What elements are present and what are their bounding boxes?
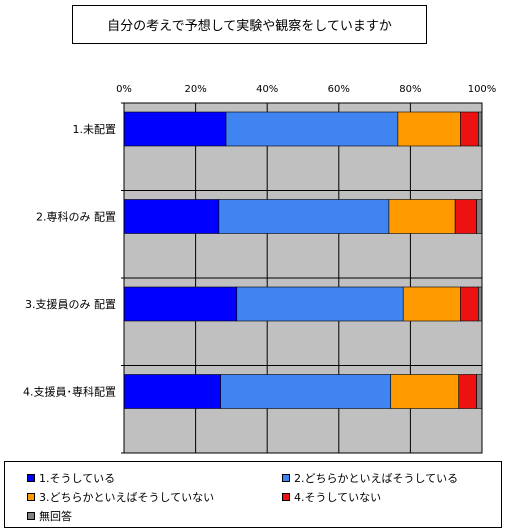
category-label: 4.支援員･専科配置: [23, 385, 116, 399]
bar-segment: [123, 286, 238, 322]
x-tick-label: 20%: [184, 84, 206, 95]
bar-segment: [476, 199, 483, 234]
bar-segment: [220, 374, 392, 409]
chart-legend: 1.そうしている 2.どちらかといえばそうしている 3.どちらかといえばそうしていな…: [4, 461, 502, 528]
category-label: 1.未配置: [73, 123, 117, 136]
bar-segment: [390, 374, 460, 409]
bar-segment: [388, 199, 456, 234]
legend-item: 3.どちらかといえばそうしていない: [27, 489, 214, 505]
legend-label: 無回答: [39, 510, 72, 523]
x-tick-label: 100%: [468, 84, 497, 95]
legend-label: 4.そうしていない: [294, 491, 382, 504]
legend-label: 1.そうしている: [39, 472, 116, 485]
legend-item: 2.どちらかといえばそうしている: [282, 470, 458, 486]
x-tick-label: 0%: [116, 84, 132, 95]
bar-segment: [402, 286, 461, 322]
bar-segment: [478, 286, 483, 322]
legend-swatch: [282, 474, 290, 482]
x-tick-label: 60%: [328, 84, 350, 95]
bar-segment: [123, 111, 227, 147]
bar-segment: [460, 286, 479, 322]
legend-swatch: [27, 474, 35, 482]
category-label: 2.専科のみ 配置: [36, 210, 116, 224]
legend-item: 無回答: [27, 508, 72, 524]
bar-segment: [236, 286, 404, 322]
x-tick-label: 80%: [399, 84, 421, 95]
legend-label: 2.どちらかといえばそうしている: [294, 472, 459, 485]
bar-segment: [458, 374, 477, 409]
bar-segment: [460, 111, 479, 147]
bar-segment: [225, 111, 399, 147]
bar-segment: [123, 374, 221, 409]
bar-segment: [218, 199, 390, 234]
bar-segment: [123, 199, 220, 234]
legend-swatch: [282, 493, 290, 501]
legend-label: 3.どちらかといえばそうしていない: [39, 491, 215, 504]
legend-item: 1.そうしている: [27, 470, 115, 486]
bar-segment: [478, 111, 483, 147]
category-label: 3.支援員のみ 配置: [25, 297, 116, 311]
bar-segment: [397, 111, 461, 147]
legend-swatch: [27, 512, 35, 520]
legend-item: 4.そうしていない: [282, 489, 381, 505]
bar-segment: [454, 199, 477, 234]
stacked-bar-chart: 0% 20% 40% 60% 80% 100% 1.未配置 2.専科のみ 配置 3.支援員のみ …: [23, 84, 497, 454]
bar-segment: [476, 374, 483, 409]
x-tick-label: 40%: [256, 84, 278, 95]
legend-swatch: [27, 493, 35, 501]
plot-border: [123, 102, 483, 454]
chart-title: 自分の考えで予想して実験や観察をしていますか: [72, 5, 427, 44]
